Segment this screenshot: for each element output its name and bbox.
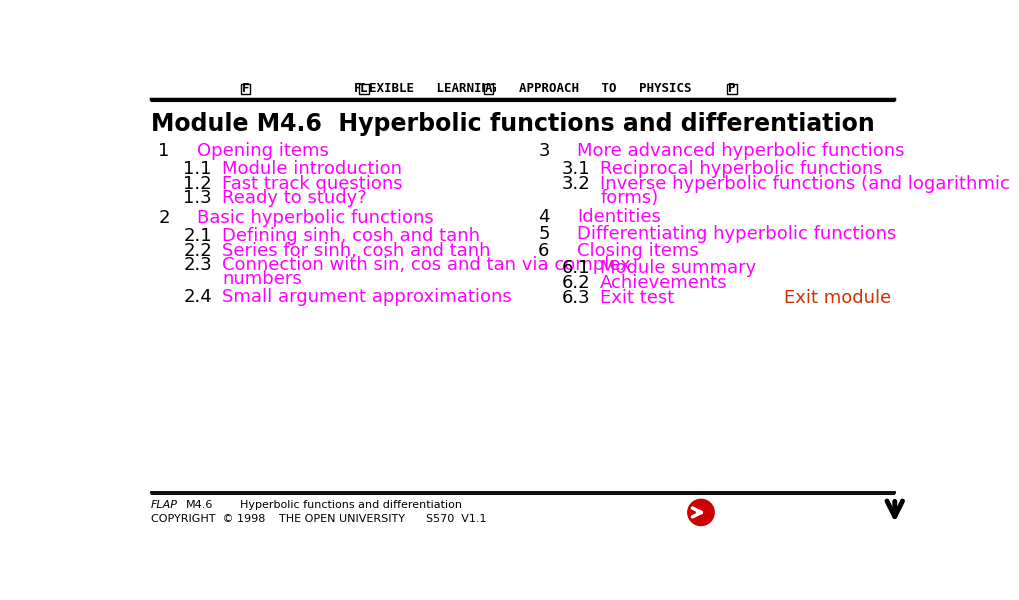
FancyBboxPatch shape xyxy=(359,83,368,94)
Text: 3.2: 3.2 xyxy=(560,175,590,193)
Text: 3.1: 3.1 xyxy=(560,160,590,178)
Text: L: L xyxy=(360,82,367,95)
Text: THE OPEN UNIVERSITY: THE OPEN UNIVERSITY xyxy=(278,514,405,524)
Text: Achievements: Achievements xyxy=(599,274,728,292)
Text: 6: 6 xyxy=(538,242,549,260)
Circle shape xyxy=(687,499,713,526)
Text: M4.6: M4.6 xyxy=(185,500,213,510)
Text: 2.2: 2.2 xyxy=(183,242,212,260)
Text: 2.4: 2.4 xyxy=(183,288,212,306)
Text: Opening items: Opening items xyxy=(197,142,329,160)
Text: F: F xyxy=(242,82,249,95)
FancyBboxPatch shape xyxy=(484,83,493,94)
Text: S570  V1.1: S570 V1.1 xyxy=(426,514,486,524)
Text: numbers: numbers xyxy=(222,270,302,288)
Text: 4: 4 xyxy=(538,208,549,226)
Text: 1.3: 1.3 xyxy=(183,189,212,207)
Text: FLAP: FLAP xyxy=(151,500,177,510)
Text: 1: 1 xyxy=(158,142,170,160)
Text: 6.3: 6.3 xyxy=(560,289,590,307)
Text: More advanced hyperbolic functions: More advanced hyperbolic functions xyxy=(577,142,904,160)
Text: Small argument approximations: Small argument approximations xyxy=(222,288,512,306)
Text: 2.1: 2.1 xyxy=(183,227,212,245)
Text: Identities: Identities xyxy=(577,208,660,226)
Text: 2: 2 xyxy=(158,209,170,227)
Text: P: P xyxy=(728,82,735,95)
Text: FLEXIBLE   LEARNING   APPROACH   TO   PHYSICS: FLEXIBLE LEARNING APPROACH TO PHYSICS xyxy=(354,82,691,95)
Text: Hyperbolic functions and differentiation: Hyperbolic functions and differentiation xyxy=(239,500,462,510)
Text: Series for sinh, cosh and tanh: Series for sinh, cosh and tanh xyxy=(222,242,490,260)
Text: COPYRIGHT  © 1998: COPYRIGHT © 1998 xyxy=(151,514,265,524)
Text: Module M4.6  Hyperbolic functions and differentiation: Module M4.6 Hyperbolic functions and dif… xyxy=(151,112,873,136)
Text: 2.3: 2.3 xyxy=(183,256,212,274)
Text: A: A xyxy=(484,82,492,95)
Text: Connection with sin, cos and tan via complex: Connection with sin, cos and tan via com… xyxy=(222,256,630,274)
Text: Exit test: Exit test xyxy=(599,289,674,307)
Text: Ready to study?: Ready to study? xyxy=(222,189,367,207)
Text: Defining sinh, cosh and tanh: Defining sinh, cosh and tanh xyxy=(222,227,480,245)
Text: 5: 5 xyxy=(538,224,549,242)
FancyBboxPatch shape xyxy=(240,83,250,94)
Text: Fast track questions: Fast track questions xyxy=(222,175,403,193)
Text: Module summary: Module summary xyxy=(599,259,756,277)
Text: Inverse hyperbolic functions (and logarithmic: Inverse hyperbolic functions (and logari… xyxy=(599,175,1009,193)
Text: Differentiating hyperbolic functions: Differentiating hyperbolic functions xyxy=(577,224,896,242)
Text: Exit module: Exit module xyxy=(783,289,890,307)
Text: 1.1: 1.1 xyxy=(183,160,212,178)
Text: 1.2: 1.2 xyxy=(183,175,212,193)
Text: 6.2: 6.2 xyxy=(560,274,590,292)
Text: Closing items: Closing items xyxy=(577,242,698,260)
Text: Basic hyperbolic functions: Basic hyperbolic functions xyxy=(197,209,433,227)
Text: forms): forms) xyxy=(599,188,658,206)
FancyBboxPatch shape xyxy=(727,83,736,94)
Text: Reciprocal hyperbolic functions: Reciprocal hyperbolic functions xyxy=(599,160,882,178)
Text: 3: 3 xyxy=(538,142,549,160)
Text: Module introduction: Module introduction xyxy=(222,160,401,178)
Text: 6.1: 6.1 xyxy=(560,259,589,277)
